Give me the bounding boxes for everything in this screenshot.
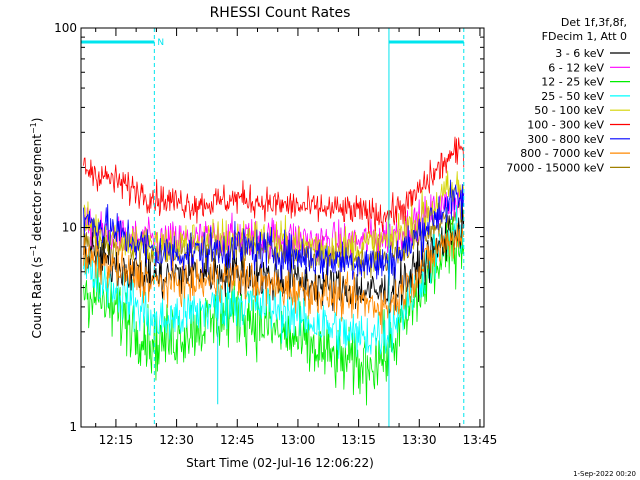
y-tick-label-1: 1 [69, 420, 77, 434]
y-tick-label-100: 100 [54, 21, 77, 35]
x-axis-label: Start Time (02-Jul-16 12:06:22) [186, 456, 374, 470]
series-group [83, 136, 465, 406]
chart-title: RHESSI Count Rates [210, 5, 351, 21]
x-tick-label-1230: 12:30 [159, 433, 194, 447]
legend-entry-6: 100 - 300 keV [527, 119, 604, 132]
y-tick-label-10: 10 [62, 221, 77, 235]
attenuator-label: N [157, 38, 164, 48]
series-line-300-800-kev [83, 179, 465, 286]
x-tick-label-1300: 13:00 [281, 433, 316, 447]
legend-entry-8: 800 - 7000 keV [520, 147, 604, 160]
y-axis-label-sup1: −1 [29, 245, 38, 257]
y-axis-label-middle: detector segment [30, 134, 44, 245]
y-axis-label: Count Rate (s−1 detector segment−1) [29, 118, 44, 339]
y-axis-label-suffix: ) [30, 118, 44, 123]
legend-header-1: Det 1f,3f,8f, [561, 16, 627, 29]
series-line-12-25-kev [83, 207, 465, 406]
series-line-800-7000-kev [83, 222, 465, 335]
x-tick-label-1330: 13:30 [402, 433, 437, 447]
legend-entry-3: 12 - 25 keV [541, 76, 604, 89]
series-line-100-300-kev [83, 136, 465, 234]
y-axis-label-prefix: Count Rate (s [30, 257, 44, 339]
y-axis-label-sup2: −1 [29, 122, 38, 134]
legend-entry-5: 50 - 100 keV [534, 104, 604, 117]
legend-entry-4: 25 - 50 keV [541, 90, 604, 103]
x-tick-label-1315: 13:15 [341, 433, 376, 447]
legend-entry-7: 300 - 800 keV [527, 133, 604, 146]
legend-entry-2: 6 - 12 keV [548, 61, 604, 74]
plot-area: N 1 10 100 12:15 12:30 12:45 13:00 13:15 13:30 13:… [54, 21, 497, 447]
x-tick-label-1215: 12:15 [99, 433, 134, 447]
legend-entry-9: 7000 - 15000 keV [506, 161, 604, 174]
x-tick-label-1245: 12:45 [220, 433, 255, 447]
timestamp: 1-Sep-2022 00:20 [573, 470, 636, 478]
legend-entry-1: 3 - 6 keV [555, 47, 604, 60]
x-tick-label-1345: 13:45 [463, 433, 498, 447]
legend-header-2: FDecim 1, Att 0 [542, 30, 627, 43]
series-line-25-50-kev [83, 204, 465, 359]
